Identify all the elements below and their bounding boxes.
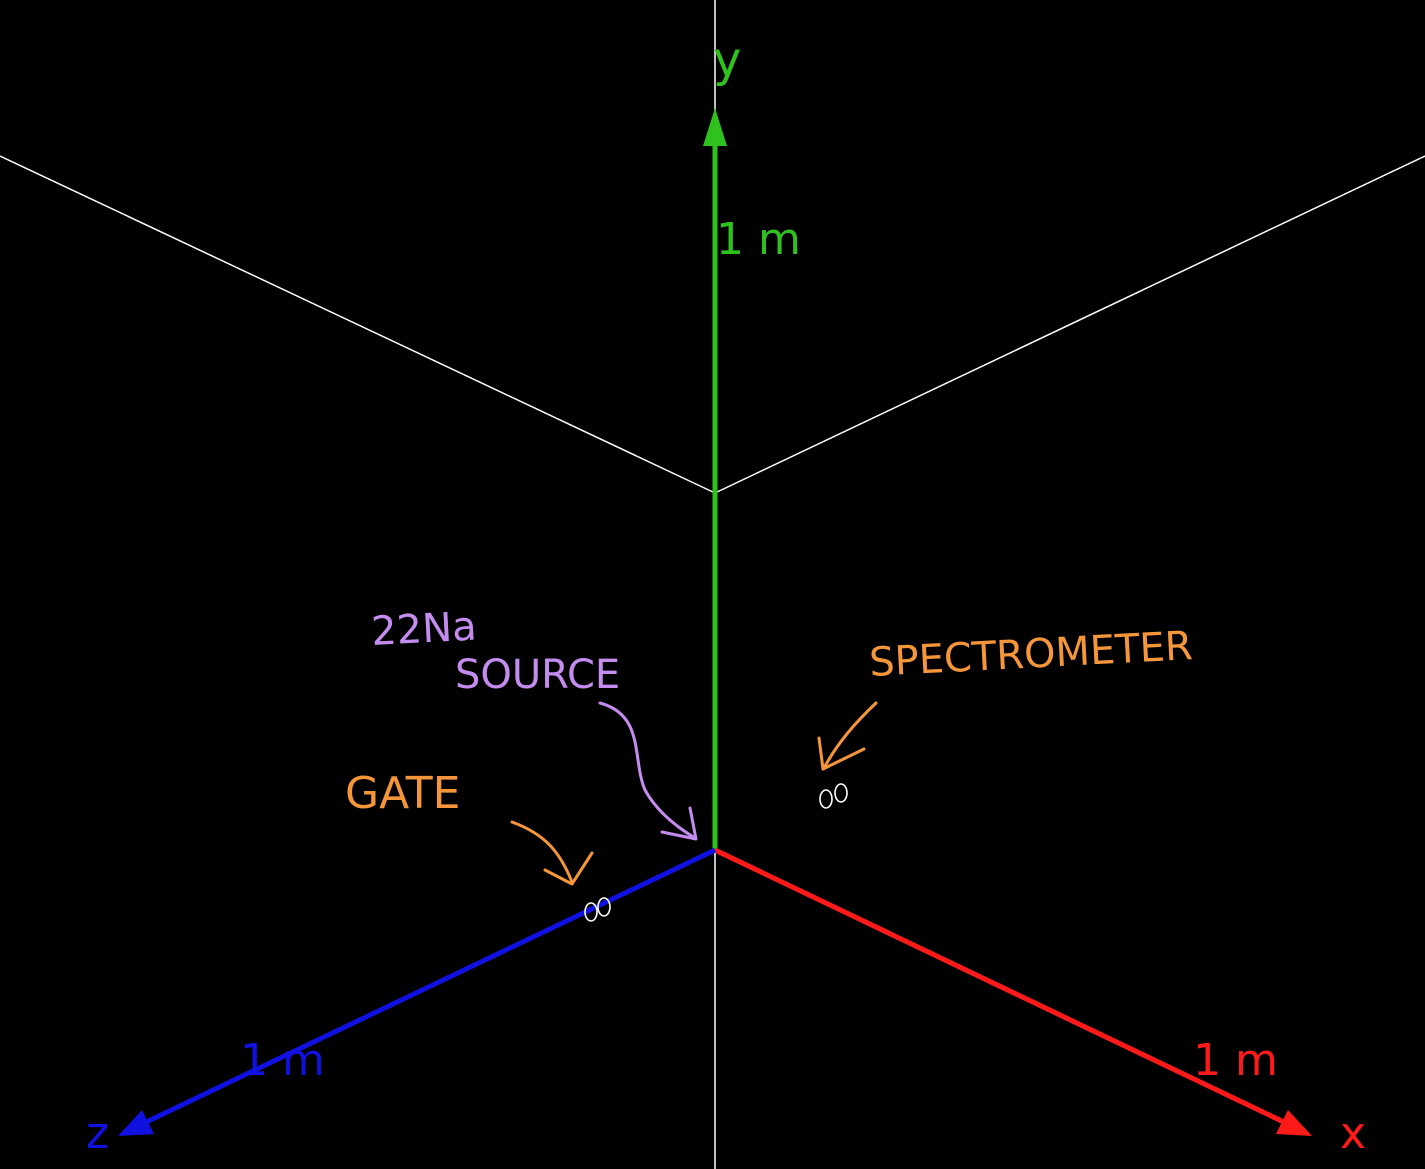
x-axis-scale-label: 1 m [1193, 1035, 1278, 1086]
left-boundary-line [0, 155, 716, 494]
gate-arrow [510, 820, 594, 886]
right-boundary-line [714, 155, 1425, 494]
source-isotope-annotation: 22Na [370, 604, 478, 655]
y-axis-scale-label: 1 m [716, 214, 801, 265]
y-axis-label: y [713, 32, 741, 88]
spectrometer-detector-shape [819, 783, 848, 809]
gate-detector-shape [584, 897, 611, 922]
spectrometer-annotation: SPECTROMETER [868, 623, 1194, 686]
y-axis-arrowhead [703, 108, 727, 146]
x-axis-line [713, 847, 1292, 1128]
z-axis-scale-label: 1 m [240, 1035, 325, 1086]
gate-annotation: GATE [345, 768, 460, 819]
x-axis-label: x [1340, 1108, 1366, 1159]
z-axis-label: z [86, 1108, 109, 1159]
x-axis-arrowhead [1276, 1110, 1312, 1136]
source-arrow [598, 701, 698, 841]
spectrometer-arrow [817, 701, 878, 771]
z-axis-line [138, 847, 717, 1128]
z-axis-arrowhead [118, 1110, 154, 1136]
source-word-annotation: SOURCE [455, 652, 620, 698]
